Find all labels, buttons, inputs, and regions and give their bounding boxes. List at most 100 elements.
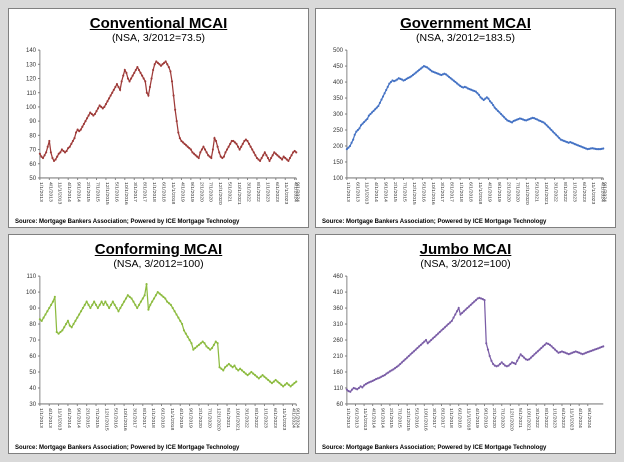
svg-text:210: 210	[333, 353, 344, 360]
svg-text:4/1/2013: 4/1/2013	[47, 182, 53, 202]
svg-text:9/1/2024: 9/1/2024	[294, 182, 300, 202]
svg-text:5/1/2021: 5/1/2021	[534, 182, 540, 202]
svg-text:12/1/2015: 12/1/2015	[103, 408, 109, 431]
svg-text:10/1/2016: 10/1/2016	[430, 182, 436, 205]
svg-text:130: 130	[26, 61, 37, 68]
svg-text:6/1/2018: 6/1/2018	[160, 408, 166, 428]
svg-text:4/1/2014: 4/1/2014	[66, 408, 72, 428]
svg-text:2/1/2015: 2/1/2015	[85, 408, 91, 428]
svg-text:4/1/2019: 4/1/2019	[178, 408, 184, 428]
svg-text:10/1/2021: 10/1/2021	[543, 182, 549, 205]
svg-text:90: 90	[29, 305, 36, 312]
svg-text:40: 40	[29, 385, 36, 392]
svg-text:3/1/2017: 3/1/2017	[439, 182, 445, 202]
svg-text:7/1/2015: 7/1/2015	[95, 182, 101, 202]
svg-text:150: 150	[333, 159, 344, 166]
svg-text:8/1/2017: 8/1/2017	[440, 408, 446, 428]
svg-text:11/1/2023: 11/1/2023	[590, 182, 596, 205]
svg-text:4/1/2024: 4/1/2024	[577, 408, 583, 428]
svg-text:7/1/2020: 7/1/2020	[206, 408, 212, 428]
svg-text:8/1/2022: 8/1/2022	[253, 408, 259, 428]
svg-text:11/1/2013: 11/1/2013	[57, 408, 63, 431]
svg-text:6/1/2023: 6/1/2023	[560, 408, 566, 428]
svg-text:9/1/2014: 9/1/2014	[75, 408, 81, 428]
svg-text:1/1/2018: 1/1/2018	[448, 408, 454, 428]
svg-text:9/1/2014: 9/1/2014	[76, 182, 82, 202]
svg-text:4/1/2019: 4/1/2019	[180, 182, 186, 202]
svg-text:2/1/2020: 2/1/2020	[505, 182, 511, 202]
svg-text:11/1/2018: 11/1/2018	[169, 408, 175, 431]
svg-text:50: 50	[29, 175, 36, 182]
svg-text:1/1/2018: 1/1/2018	[458, 182, 464, 202]
svg-text:2/1/2015: 2/1/2015	[388, 408, 394, 428]
svg-text:9/1/2019: 9/1/2019	[483, 408, 489, 428]
chart-subtitle-conforming: (NSA, 3/2012=100)	[15, 258, 302, 270]
svg-text:3/1/2022: 3/1/2022	[246, 182, 252, 202]
panel-jumbo: Jumbo MCAI (NSA, 3/2012=100) 60 110 160 210 26…	[315, 234, 616, 454]
svg-text:60: 60	[29, 161, 36, 168]
svg-text:4/1/2014: 4/1/2014	[66, 182, 72, 202]
svg-text:9/1/2024: 9/1/2024	[601, 182, 607, 202]
svg-text:200: 200	[333, 143, 344, 150]
mcai-dashboard: Conventional MCAI (NSA, 3/2012=73.5) 50 60 7…	[8, 8, 616, 454]
svg-text:6/1/2018: 6/1/2018	[161, 182, 167, 202]
svg-text:8/1/2017: 8/1/2017	[142, 182, 148, 202]
svg-text:1/1/2023: 1/1/2023	[551, 408, 557, 428]
svg-text:50: 50	[29, 369, 36, 376]
svg-text:5/1/2016: 5/1/2016	[420, 182, 426, 202]
svg-text:30: 30	[29, 401, 36, 408]
svg-text:6/1/2013: 6/1/2013	[354, 182, 360, 202]
chart-plot-conforming: 30 40 50 60 70 80 90 100 110 1/1/2013 4/1/2013 11/1…	[15, 272, 302, 451]
svg-text:12/1/2020: 12/1/2020	[524, 182, 530, 205]
svg-text:5/1/2021: 5/1/2021	[227, 182, 233, 202]
panel-conforming: Conforming MCAI (NSA, 3/2012=100) 30 40 50 60…	[8, 234, 309, 454]
svg-text:400: 400	[333, 79, 344, 86]
svg-text:250: 250	[333, 127, 344, 134]
svg-text:110: 110	[333, 385, 343, 392]
svg-text:500: 500	[333, 47, 344, 54]
svg-text:8/1/2022: 8/1/2022	[543, 408, 549, 428]
svg-text:3/1/2022: 3/1/2022	[553, 182, 559, 202]
svg-text:9/1/2014: 9/1/2014	[383, 182, 389, 202]
chart-plot-jumbo: 60 110 160 210 260 310 360 410 460 1/1/2013 6/1/20…	[322, 272, 609, 451]
svg-text:70: 70	[29, 146, 36, 153]
svg-text:4/1/2014: 4/1/2014	[373, 182, 379, 202]
panel-government: Government MCAI (NSA, 3/2012=183.5) 100 150…	[315, 8, 616, 228]
svg-text:7/1/2020: 7/1/2020	[500, 408, 506, 428]
svg-text:10/1/2016: 10/1/2016	[123, 182, 129, 205]
chart-title-conventional: Conventional MCAI	[15, 15, 302, 32]
svg-text:1/1/2023: 1/1/2023	[264, 182, 270, 202]
svg-text:2/1/2020: 2/1/2020	[198, 182, 204, 202]
svg-text:100: 100	[26, 289, 37, 296]
svg-text:410: 410	[333, 289, 344, 296]
svg-text:7/1/2015: 7/1/2015	[402, 182, 408, 202]
svg-text:12/1/2015: 12/1/2015	[411, 182, 417, 205]
svg-text:3/1/2022: 3/1/2022	[534, 408, 540, 428]
svg-text:310: 310	[333, 321, 344, 328]
panel-conventional: Conventional MCAI (NSA, 3/2012=73.5) 50 60 7…	[8, 8, 309, 228]
svg-text:1/1/2023: 1/1/2023	[263, 408, 269, 428]
svg-text:11/1/2013: 11/1/2013	[364, 182, 370, 205]
svg-text:11/1/2018: 11/1/2018	[465, 408, 471, 431]
svg-text:3/1/2017: 3/1/2017	[132, 182, 138, 202]
svg-text:80: 80	[29, 321, 36, 328]
svg-text:3/1/2022: 3/1/2022	[244, 408, 250, 428]
source-citation-government: Source: Mortgage Bankers Association; Po…	[322, 219, 546, 225]
svg-text:7/1/2015: 7/1/2015	[397, 408, 403, 428]
svg-text:140: 140	[26, 47, 37, 54]
svg-text:8/1/2022: 8/1/2022	[562, 182, 568, 202]
svg-text:80: 80	[29, 132, 36, 139]
svg-text:9/1/2024: 9/1/2024	[586, 408, 592, 428]
svg-text:7/1/2015: 7/1/2015	[94, 408, 100, 428]
svg-text:5/1/2021: 5/1/2021	[517, 408, 523, 428]
svg-text:100: 100	[333, 175, 344, 182]
svg-text:12/1/2020: 12/1/2020	[216, 408, 222, 431]
svg-text:9/1/2024: 9/1/2024	[294, 408, 300, 428]
svg-text:1/1/2013: 1/1/2013	[345, 408, 351, 428]
svg-text:1/1/2013: 1/1/2013	[345, 182, 351, 202]
chart-plot-government: 100 150 200 250 300 350 400 450 500 1/1/2013 6/1/2…	[322, 46, 609, 225]
svg-text:160: 160	[333, 369, 344, 376]
source-citation-conventional: Source: Mortgage Bankers Association; Po…	[15, 219, 239, 225]
svg-text:360: 360	[333, 305, 344, 312]
svg-text:11/1/2023: 11/1/2023	[281, 408, 287, 431]
